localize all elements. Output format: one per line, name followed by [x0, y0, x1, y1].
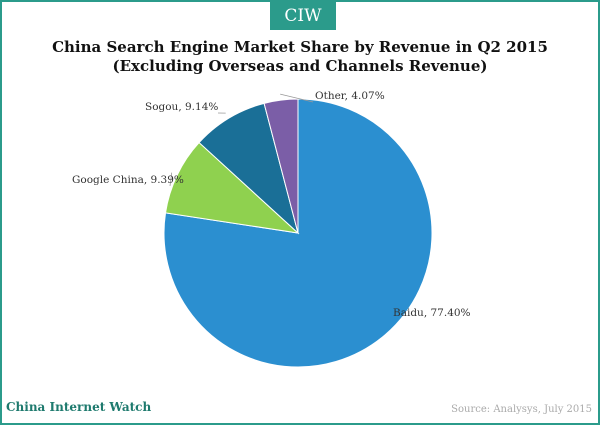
slice-label-other: Other, 4.07%	[315, 90, 385, 102]
slice-label-baidu: Baidu, 77.40%	[393, 307, 471, 319]
leader-line-other	[280, 93, 314, 103]
pie-slice-other	[263, 98, 299, 234]
leader-line-google-china	[169, 172, 173, 187]
pie-slice-google-china	[164, 141, 300, 234]
chart-title-block: China Search Engine Market Share by Reve…	[0, 38, 600, 76]
slice-label-google-china: Google China, 9.39%	[72, 174, 184, 186]
chart-title: China Search Engine Market Share by Reve…	[52, 38, 548, 56]
slice-label-sogou: Sogou, 9.14%	[145, 101, 218, 113]
brand-badge: CIW	[270, 2, 336, 30]
footer-source: Source: Analysys, July 2015	[451, 404, 592, 415]
chart-subtitle: (Excluding Overseas and Channels Revenue…	[112, 57, 488, 75]
footer-brand: China Internet Watch	[6, 400, 152, 414]
